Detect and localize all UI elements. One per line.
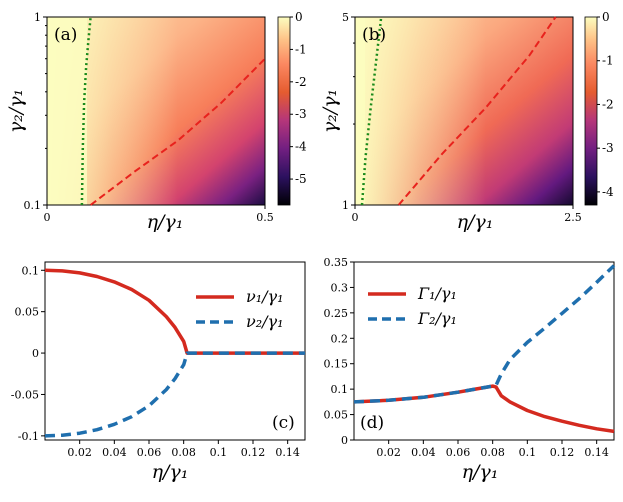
x-tick-label: 0.08 (171, 446, 196, 459)
y-tick-label: 1 (34, 11, 41, 24)
x-tick-label: 0.06 (137, 446, 162, 459)
colorbar-a (277, 16, 291, 206)
colorbar-ticks-b: 0 -1 -2 -3 -4 (597, 10, 614, 199)
ticks-a: 0 0.5 0.1 1 (24, 11, 274, 224)
x-tick-label: 0.5 (256, 211, 274, 224)
x-tick-label: 0.08 (480, 446, 505, 459)
xlabel-c: η/γ₁ (152, 461, 189, 483)
y-tick-label: 0 (32, 347, 39, 360)
legend-label-gamma1: Γ₁/γ₁ (417, 284, 457, 303)
x-tick-label: 0.04 (411, 446, 436, 459)
red-boundary-line (397, 16, 557, 206)
x-tick-label: 2.5 (564, 211, 582, 224)
ticks-b: 0 2.5 1 5 (342, 11, 582, 224)
y-tick-label: 0.1 (331, 383, 349, 396)
colorbar-tick-label: -1 (602, 54, 614, 68)
y-tick-label: -0.1 (18, 430, 39, 443)
colorbar-ticks-a: 0 -1 -2 -3 -4 -5 (290, 10, 307, 186)
colorbar-tick-label: 0 (602, 10, 610, 24)
y-tick-label: 0.25 (324, 307, 349, 320)
colorbar-tick-label: -4 (602, 185, 614, 199)
x-tick-label: 0.12 (550, 446, 575, 459)
series-line-2 (353, 264, 616, 404)
plot-frame-b (354, 16, 574, 206)
panel-label-a: (a) (54, 25, 77, 45)
colorbar-b (584, 16, 598, 206)
y-tick-label: 0 (341, 434, 348, 447)
y-tick-label: 0.35 (324, 256, 349, 269)
ylabel-b: γ₂/γ₁ (319, 89, 341, 133)
colorbar-tick-label: -2 (295, 75, 307, 89)
legend-label-gamma2: Γ₂/γ₁ (417, 309, 457, 328)
green-boundary-line (360, 16, 383, 206)
colorbar-tick-label: 0 (295, 10, 303, 24)
lines-d (353, 264, 616, 434)
y-tick-label: 0.15 (324, 358, 349, 371)
colorbar-tick-label: -4 (295, 140, 307, 154)
plot-frame-d (353, 261, 615, 441)
x-tick-label: 0.02 (67, 446, 92, 459)
legend-d: Γ₁/γ₁ Γ₂/γ₁ (368, 284, 457, 328)
heatmap-b-flat-region (355, 17, 365, 205)
colorbar-tick-label: -2 (602, 97, 614, 111)
colorbar-tick-label: -5 (295, 172, 307, 186)
y-tick-label: 5 (342, 11, 349, 24)
x-tick-label: 0.04 (102, 446, 127, 459)
y-tick-label: 1 (342, 199, 349, 212)
overlay-a (80, 16, 266, 206)
x-tick-label: 0.1 (210, 446, 228, 459)
y-tick-label: 0.1 (24, 199, 42, 212)
panel-label-d: (d) (360, 413, 384, 433)
red-boundary-line (89, 57, 266, 206)
xlabel-b: η/γ₁ (457, 211, 494, 233)
heatmap-a-flat-region (47, 17, 87, 205)
y-tick-label: 0.1 (22, 264, 40, 277)
y-tick-label: 0.05 (324, 409, 349, 422)
colorbar-tick-label: -1 (295, 42, 307, 56)
x-tick-label: 0.14 (275, 446, 300, 459)
plot-frame-c (44, 261, 306, 441)
series-line-1 (353, 384, 615, 434)
lines-c (44, 268, 305, 438)
x-tick-label: 0.06 (446, 446, 471, 459)
colorbar-tick-label: -3 (295, 107, 307, 121)
y-tick-label: 0.3 (331, 281, 349, 294)
y-tick-label: -0.05 (11, 388, 39, 401)
panel-b: (b) 0 2.5 1 5 η/γ₁ γ₂/γ₁ 0 -1 -2 -3 -4 (319, 10, 614, 233)
legend-c: ν₁/γ₁ ν₂/γ₁ (196, 287, 284, 331)
x-tick-label: 0 (44, 211, 51, 224)
y-tick-label: 0.05 (15, 306, 40, 319)
series-line-2 (44, 351, 305, 438)
xlabel-a: η/γ₁ (147, 211, 184, 233)
panel-label-b: (b) (362, 25, 386, 45)
xlabel-d: η/γ₁ (462, 461, 499, 483)
x-tick-label: 0.02 (376, 446, 401, 459)
x-tick-label: 0.12 (241, 446, 266, 459)
panel-d: 0.02 0.04 0.06 0.08 0.1 0.12 0.14 0 0.05 0.1 0.15 0… (324, 256, 616, 483)
legend-label-nu2: ν₂/γ₁ (246, 312, 284, 331)
legend-label-nu1: ν₁/γ₁ (246, 287, 284, 306)
ticks-c: 0.02 0.04 0.06 0.08 0.1 0.12 0.14 -0.1 -0.05 0 0.0… (11, 264, 300, 459)
ylabel-a: γ₂/γ₁ (5, 89, 27, 133)
x-tick-label: 0.1 (519, 446, 537, 459)
plot-frame-a (46, 16, 266, 206)
heatmap-b-sat-region (355, 17, 573, 205)
overlay-b (360, 16, 557, 206)
panel-c: 0.02 0.04 0.06 0.08 0.1 0.12 0.14 -0.1 -0.05 0 0.0… (11, 261, 306, 483)
x-tick-label: 0.14 (584, 446, 609, 459)
x-tick-label: 0 (352, 211, 359, 224)
panel-a: (a) 0 0.5 0.1 1 η/γ₁ γ₂/γ₁ 0 -1 -2 -3 -4 -5 (5, 10, 307, 233)
green-boundary-line (80, 16, 92, 206)
y-tick-label: 0.2 (331, 332, 349, 345)
colorbar-tick-label: -3 (602, 141, 614, 155)
series-line-1 (44, 268, 305, 355)
panel-label-c: (c) (272, 413, 295, 433)
ticks-d: 0.02 0.04 0.06 0.08 0.1 0.12 0.14 0 0.05 0.1 0.15 0… (324, 256, 609, 459)
